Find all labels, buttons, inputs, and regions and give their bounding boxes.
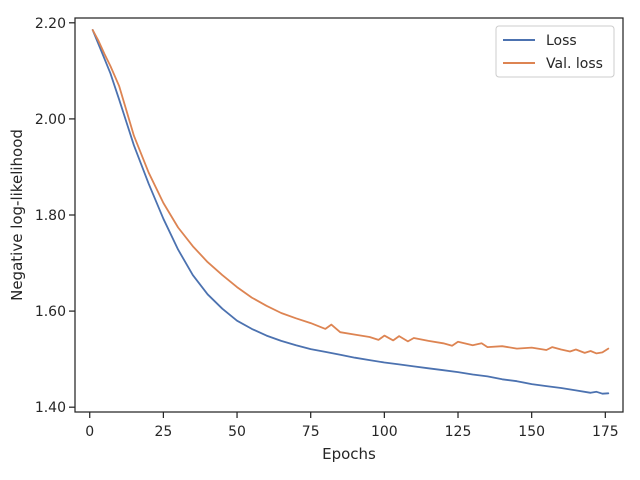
y-tick-label: 1.40	[35, 400, 66, 416]
x-tick-label: 25	[154, 424, 172, 440]
x-tick-label: 75	[302, 424, 320, 440]
x-axis: 0 25 50 75 100 125 150 175	[85, 412, 619, 440]
x-axis-title: Epochs	[322, 445, 376, 463]
legend-box	[495, 25, 615, 78]
y-tick-label: 1.80	[35, 208, 66, 224]
series-layer	[91, 29, 610, 395]
y-tick-label: 2.20	[35, 16, 66, 32]
x-tick-label: 125	[445, 424, 472, 440]
x-tick-label: 175	[592, 424, 619, 440]
plot-area	[74, 17, 624, 413]
series-line-loss	[91, 29, 610, 395]
y-tick-label: 2.00	[35, 112, 66, 128]
legend: Loss Val. loss	[495, 25, 615, 78]
series-line-val-loss	[91, 29, 610, 355]
x-tick-label: 50	[228, 424, 246, 440]
x-tick-label: 100	[371, 424, 398, 440]
x-tick-label: 0	[85, 424, 94, 440]
y-tick-label: 1.60	[35, 304, 66, 320]
y-axis: 1.40 1.60 1.80 2.00 2.20	[35, 16, 75, 416]
x-tick-label: 150	[518, 424, 545, 440]
legend-label-val-loss: Val. loss	[546, 56, 603, 72]
y-axis-title: Negative log-likelihood	[8, 129, 26, 301]
legend-label-loss: Loss	[546, 33, 577, 49]
